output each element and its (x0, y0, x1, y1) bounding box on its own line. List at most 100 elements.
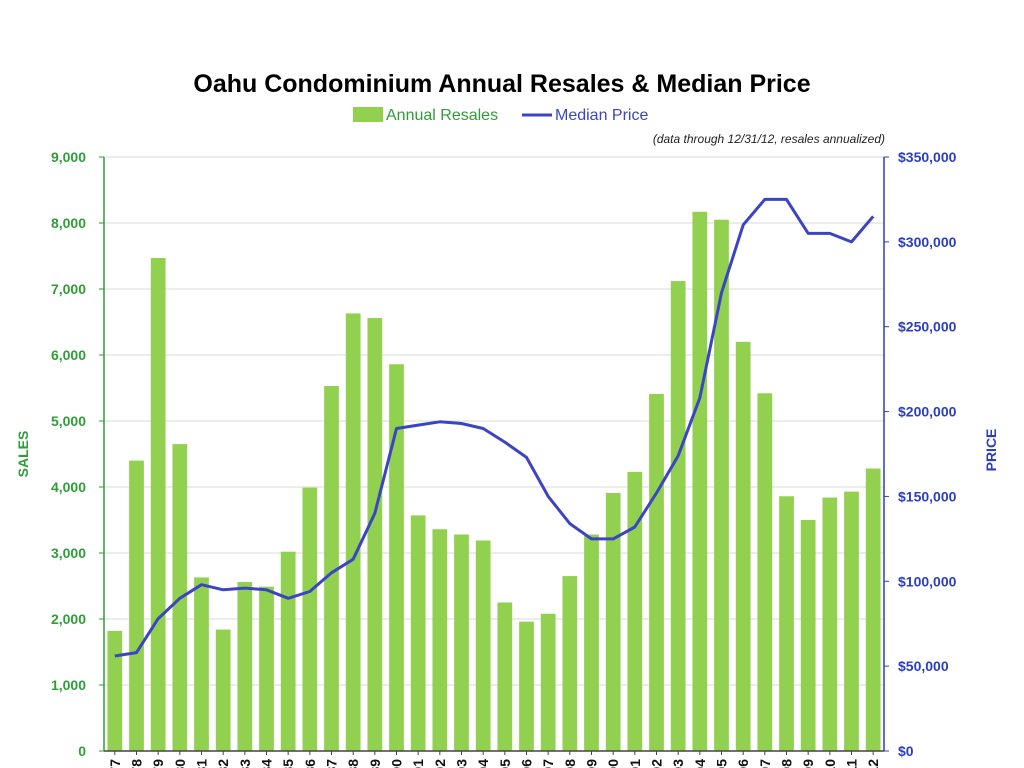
bar (692, 211, 708, 751)
right-tick-label: $250,000 (898, 319, 957, 335)
bar (714, 219, 729, 751)
bar (432, 529, 448, 751)
x-tick-label: 94 (475, 759, 491, 768)
bar (605, 492, 621, 751)
bar (800, 520, 816, 751)
bar (215, 629, 231, 751)
left-tick-label: 2,000 (51, 611, 86, 627)
right-tick-label: $100,000 (898, 573, 957, 589)
bar (324, 386, 339, 751)
x-tick-label: 12 (865, 759, 881, 768)
x-tick-label: 88 (345, 759, 361, 768)
bar (497, 602, 513, 751)
right-tick-label: $50,000 (898, 658, 949, 674)
bar (129, 460, 144, 751)
bar (259, 586, 274, 751)
bar (345, 313, 361, 751)
chart-title: Oahu Condominium Annual Resales & Median… (193, 70, 810, 98)
bar (454, 534, 469, 751)
right-tick-label: $150,000 (898, 488, 957, 504)
left-axis-ticks: 0 1,000 2,000 3,000 4,000 5,000 6,000 7,000 8,00… (51, 149, 104, 759)
price-line (114, 197, 875, 658)
x-tick-label: 96 (519, 759, 535, 768)
bar (367, 318, 383, 751)
bar (107, 630, 123, 751)
x-tick-label: 97 (540, 759, 556, 768)
right-tick-label: $300,000 (898, 234, 957, 250)
x-tick-label: 06 (735, 759, 751, 768)
right-tick-label: $200,000 (898, 404, 957, 420)
x-tick-label: 90 (389, 759, 405, 768)
bar (735, 341, 751, 751)
bar (757, 393, 773, 751)
x-tick-label: 99 (584, 759, 600, 768)
x-tick-label: 03 (670, 759, 686, 768)
bar (779, 496, 794, 751)
x-tick-label: 02 (649, 759, 665, 768)
x-tick-label: 81 (194, 759, 210, 768)
y-axis-label: SALES (15, 431, 31, 478)
bar (237, 582, 253, 751)
x-tick-label: 93 (454, 759, 470, 768)
x-tick-label: 10 (822, 759, 838, 768)
bar (822, 497, 838, 751)
x-tick-label: 98 (562, 759, 578, 768)
x-tick-label: 80 (172, 759, 188, 768)
bar (649, 393, 664, 751)
x-tick-label: 00 (605, 759, 621, 768)
bar (562, 576, 578, 751)
x-tick-label: 83 (237, 759, 253, 768)
right-tick-label: $350,000 (898, 149, 957, 165)
y2-axis-label: PRICE (983, 429, 999, 472)
x-axis-ticks: 77 78 79 80 81 82 83 84 85 86 87 88 89 90 91 92 93 94 95 96… (107, 751, 881, 768)
bar (280, 551, 296, 751)
bar (627, 471, 643, 751)
bar (475, 540, 491, 751)
left-tick-label: 3,000 (51, 545, 86, 561)
axes (103, 157, 885, 752)
x-tick-label: 05 (714, 759, 730, 768)
x-tick-label: 89 (367, 759, 383, 768)
bar (844, 491, 859, 751)
bar (865, 468, 881, 751)
left-tick-label: 9,000 (51, 149, 86, 165)
x-tick-label: 07 (757, 759, 773, 768)
x-tick-label: 08 (779, 759, 795, 768)
right-axis-ticks: $0 $50,000 $100,000 $150,000 $200,000 $250,00… (884, 149, 957, 759)
left-tick-label: 0 (78, 743, 86, 759)
x-tick-label: 01 (627, 759, 643, 768)
x-tick-label: 78 (129, 759, 145, 768)
left-tick-label: 6,000 (51, 347, 86, 363)
left-tick-label: 7,000 (51, 281, 86, 297)
x-tick-label: 79 (150, 759, 166, 768)
x-tick-label: 92 (432, 759, 448, 768)
left-tick-label: 4,000 (51, 479, 86, 495)
legend-label-resales: Annual Resales (386, 107, 498, 124)
bar (410, 515, 426, 751)
left-tick-label: 8,000 (51, 215, 86, 231)
bar (389, 364, 404, 751)
x-tick-label: 84 (259, 759, 275, 768)
x-tick-label: 77 (107, 759, 123, 768)
x-tick-label: 82 (215, 759, 231, 768)
bar (150, 257, 166, 751)
x-tick-label: 87 (324, 759, 340, 768)
right-tick-label: $0 (898, 743, 914, 759)
bar (670, 281, 686, 751)
chart-note: (data through 12/31/12, resales annualiz… (653, 132, 885, 146)
line-series (114, 197, 875, 658)
x-tick-label: 95 (497, 759, 513, 768)
legend-label-price: Median Price (555, 107, 648, 124)
bar-series (107, 211, 881, 751)
x-tick-label: 86 (302, 759, 318, 768)
bar (194, 577, 209, 751)
bar (302, 487, 318, 751)
x-tick-label: 91 (410, 759, 426, 768)
legend-swatch-resales (353, 107, 383, 122)
x-tick-label: 04 (692, 759, 708, 768)
legend: Annual Resales Median Price (353, 107, 648, 124)
left-tick-label: 1,000 (51, 677, 86, 693)
bar (519, 621, 534, 751)
left-tick-label: 5,000 (51, 413, 86, 429)
